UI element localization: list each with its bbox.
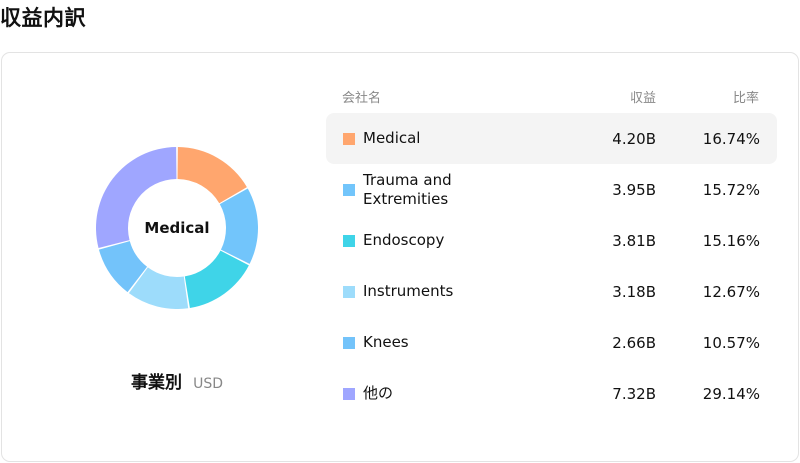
column-header-revenue: 収益 bbox=[629, 91, 656, 106]
segment-ratio: 16.74% bbox=[702, 129, 760, 148]
segment-row-instruments[interactable]: Instruments 3.18B 12.67% bbox=[326, 266, 777, 317]
segment-ratio: 29.14% bbox=[702, 384, 760, 403]
legend-swatch bbox=[343, 184, 355, 196]
segment-revenue: 3.95B bbox=[612, 180, 656, 199]
segment-revenue: 4.20B bbox=[612, 129, 656, 148]
segment-name: Endoscopy bbox=[363, 231, 445, 249]
segment-ratio: 15.16% bbox=[702, 231, 760, 250]
donut-slice[interactable] bbox=[128, 267, 189, 309]
segment-ratio: 12.67% bbox=[702, 282, 760, 301]
donut-slice[interactable] bbox=[219, 188, 258, 264]
segment-name: Knees bbox=[363, 333, 409, 351]
table-header: 会社名 収益 比率 bbox=[342, 87, 762, 107]
segment-row-trauma-and-extremities[interactable]: Trauma and Extremities 3.95B 15.72% bbox=[326, 164, 777, 215]
segment-revenue: 7.32B bbox=[612, 384, 656, 403]
segment-revenue: 3.81B bbox=[612, 231, 656, 250]
donut-slice[interactable] bbox=[96, 147, 177, 249]
segment-row-other[interactable]: 他の 7.32B 29.14% bbox=[326, 368, 777, 419]
segment-name: Medical bbox=[363, 129, 421, 147]
segment-row-endoscopy[interactable]: Endoscopy 3.81B 15.16% bbox=[326, 215, 777, 266]
segment-name: Trauma and Extremities bbox=[363, 170, 452, 208]
donut-slice[interactable] bbox=[177, 147, 247, 204]
segment-list: Medical 4.20B 16.74% Trauma and Extremit… bbox=[326, 113, 777, 419]
column-header-company: 会社名 bbox=[342, 91, 382, 106]
legend-swatch bbox=[343, 133, 355, 145]
donut-center-label: Medical bbox=[144, 219, 210, 237]
donut-caption-unit: USD bbox=[193, 376, 223, 392]
donut-caption-title: 事業別 bbox=[130, 373, 182, 393]
segment-name: Instruments bbox=[363, 282, 454, 300]
donut-slice[interactable] bbox=[98, 241, 148, 293]
revenue-card: Medical 事業別 USD 会社名 収益 比率 Medical 4.20B … bbox=[1, 52, 799, 462]
segment-ratio: 15.72% bbox=[702, 180, 760, 199]
segment-row-medical[interactable]: Medical 4.20B 16.74% bbox=[326, 113, 777, 164]
legend-swatch bbox=[343, 388, 355, 400]
donut-caption: 事業別 USD bbox=[2, 368, 352, 393]
column-header-ratio: 比率 bbox=[732, 91, 759, 106]
donut-chart: Medical bbox=[96, 147, 258, 309]
segment-revenue: 2.66B bbox=[612, 333, 656, 352]
segment-ratio: 10.57% bbox=[702, 333, 760, 352]
segment-name: 他の bbox=[363, 384, 394, 402]
legend-swatch bbox=[343, 235, 355, 247]
legend-swatch bbox=[343, 337, 355, 349]
segment-row-knees[interactable]: Knees 2.66B 10.57% bbox=[326, 317, 777, 368]
donut-slice[interactable] bbox=[184, 250, 249, 308]
page-title: 収益内訳 bbox=[0, 6, 86, 30]
donut-svg bbox=[96, 147, 258, 309]
segment-revenue: 3.18B bbox=[612, 282, 656, 301]
legend-swatch bbox=[343, 286, 355, 298]
